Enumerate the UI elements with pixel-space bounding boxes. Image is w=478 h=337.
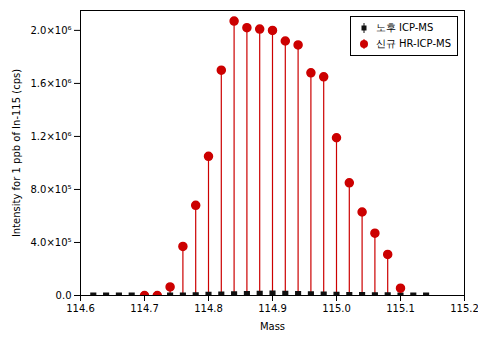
svg-text:115.1: 115.1 [386,303,415,314]
svg-text:114.8: 114.8 [194,303,223,314]
svg-text:114.9: 114.9 [258,303,287,314]
svg-text:Intensity for 1 ppb of In-115: Intensity for 1 ppb of In-115 (cps) [11,69,22,237]
svg-text:114.6: 114.6 [66,303,95,314]
svg-text:1.2×10⁶: 1.2×10⁶ [30,131,71,142]
svg-text:114.7: 114.7 [130,303,159,314]
html-text:노후 ICP-MS: 노후 ICP-MS [375,22,434,33]
html-text:신규 HR-ICP-MS: 신규 HR-ICP-MS [375,38,451,49]
svg-text:115.0: 115.0 [322,303,351,314]
svg-text:Mass: Mass [260,321,285,332]
svg-text:2.0×10⁶: 2.0×10⁶ [30,25,71,36]
svg-text:1.6×10⁶: 1.6×10⁶ [30,78,71,89]
svg-text:115.2: 115.2 [450,303,478,314]
svg-text:0.0: 0.0 [56,290,72,301]
svg-text:8.0×10⁵: 8.0×10⁵ [30,184,71,195]
svg-text:4.0×10⁵: 4.0×10⁵ [30,237,71,248]
